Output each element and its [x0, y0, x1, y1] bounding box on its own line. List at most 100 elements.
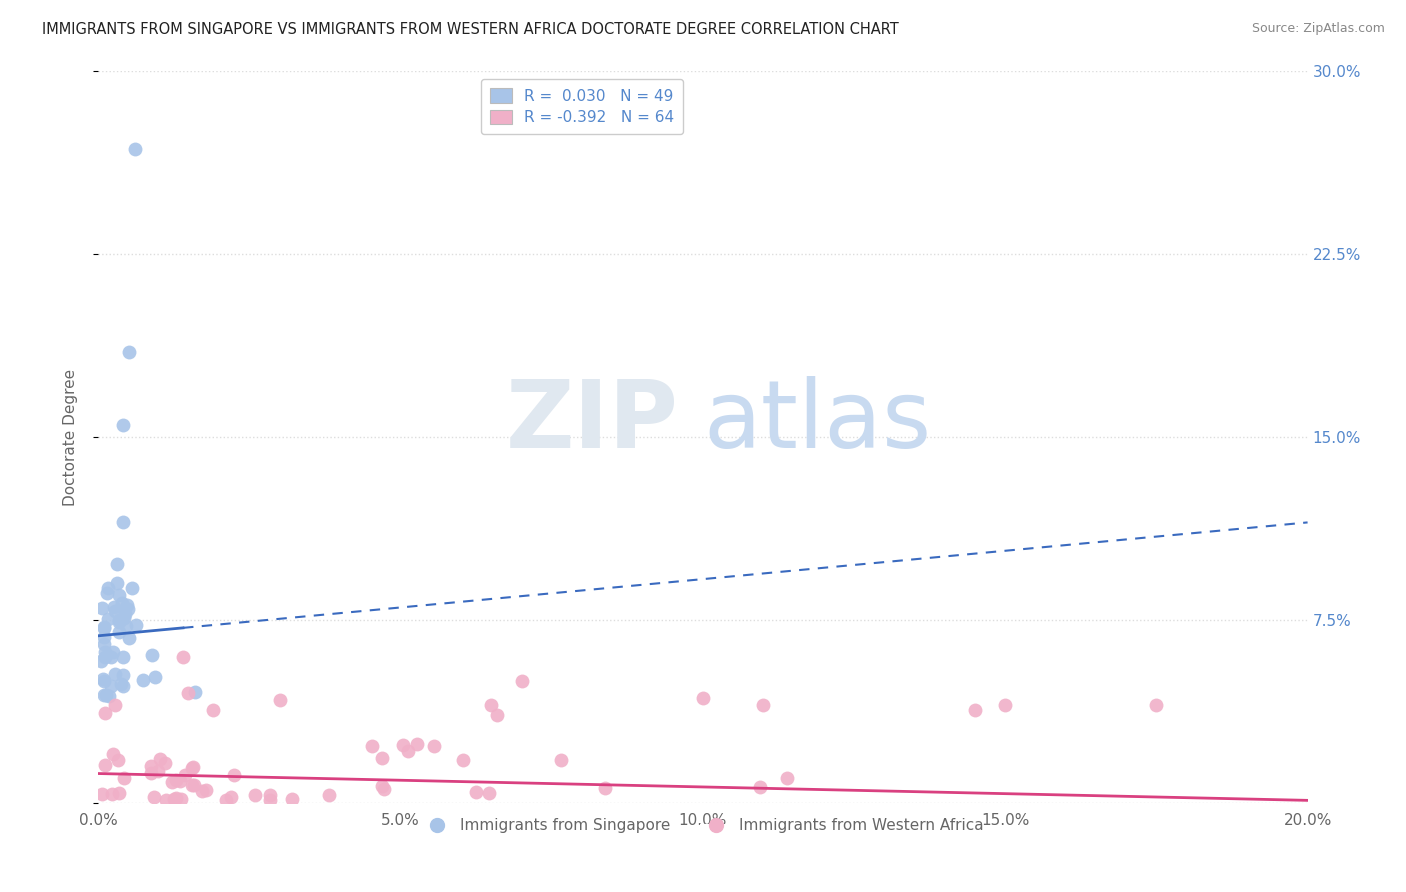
Point: [94, 645, 117, 659]
Point: [281, 792, 304, 806]
Point: [510, 673, 533, 688]
Point: [219, 789, 242, 804]
Point: [117, 602, 139, 616]
Point: [169, 773, 191, 788]
Point: [478, 786, 501, 800]
Point: [117, 599, 139, 613]
Point: [214, 793, 236, 807]
Point: [174, 768, 197, 782]
Point: [451, 753, 474, 767]
Point: [96, 586, 118, 600]
Point: [108, 786, 131, 800]
Point: [115, 619, 138, 633]
Point: [100, 649, 122, 664]
Point: [104, 667, 127, 681]
Point: [100, 787, 122, 801]
Point: [181, 760, 204, 774]
Point: [93, 620, 115, 634]
Point: [101, 645, 124, 659]
Point: [177, 686, 200, 700]
Point: [105, 557, 128, 571]
Point: [143, 670, 166, 684]
Text: Source: ZipAtlas.com: Source: ZipAtlas.com: [1251, 22, 1385, 36]
Point: [110, 677, 132, 691]
Point: [97, 612, 120, 626]
Point: [94, 649, 117, 664]
Point: [93, 637, 115, 651]
Point: [593, 781, 616, 796]
Point: [153, 756, 176, 771]
Point: [93, 673, 115, 688]
Text: IMMIGRANTS FROM SINGAPORE VS IMMIGRANTS FROM WESTERN AFRICA DOCTORATE DEGREE COR: IMMIGRANTS FROM SINGAPORE VS IMMIGRANTS …: [42, 22, 898, 37]
Point: [118, 344, 141, 359]
Point: [752, 698, 775, 713]
Point: [259, 788, 281, 802]
Point: [169, 792, 191, 806]
Point: [93, 621, 115, 635]
Point: [692, 690, 714, 705]
Point: [103, 599, 125, 614]
Point: [139, 766, 162, 780]
Point: [406, 738, 429, 752]
Point: [486, 707, 509, 722]
Point: [93, 688, 115, 702]
Point: [101, 747, 124, 762]
Point: [396, 744, 419, 758]
Point: [108, 625, 131, 640]
Point: [111, 668, 134, 682]
Point: [361, 739, 384, 753]
Point: [112, 679, 135, 693]
Point: [124, 142, 146, 156]
Point: [269, 693, 291, 707]
Point: [422, 739, 444, 754]
Point: [392, 738, 415, 752]
Point: [222, 767, 245, 781]
Point: [183, 778, 205, 792]
Point: [90, 654, 112, 668]
Point: [373, 781, 395, 796]
Point: [318, 788, 340, 802]
Text: ZIP: ZIP: [506, 376, 679, 468]
Point: [112, 771, 135, 785]
Point: [550, 754, 572, 768]
Point: [103, 698, 125, 713]
Point: [117, 631, 139, 645]
Point: [97, 689, 120, 703]
Point: [464, 785, 486, 799]
Point: [94, 688, 117, 702]
Point: [1144, 698, 1167, 713]
Point: [163, 792, 186, 806]
Point: [105, 576, 128, 591]
Point: [111, 516, 134, 530]
Point: [259, 793, 281, 807]
Point: [107, 588, 129, 602]
Point: [111, 417, 134, 432]
Point: [111, 596, 134, 610]
Point: [94, 706, 117, 720]
Point: [142, 790, 165, 805]
Point: [371, 750, 394, 764]
Point: [91, 673, 114, 687]
Point: [181, 778, 204, 792]
Point: [180, 760, 202, 774]
Point: [202, 703, 225, 717]
Point: [97, 581, 120, 595]
Point: [371, 780, 394, 794]
Point: [93, 630, 115, 644]
Point: [107, 753, 129, 767]
Point: [124, 617, 146, 632]
Point: [149, 752, 172, 766]
Point: [165, 772, 187, 787]
Point: [165, 791, 187, 805]
Point: [160, 775, 183, 789]
Point: [94, 758, 117, 772]
Point: [195, 783, 218, 797]
Point: [148, 764, 170, 778]
Point: [132, 673, 155, 687]
Point: [155, 793, 177, 807]
Point: [112, 611, 135, 625]
Point: [965, 703, 987, 717]
Point: [91, 601, 114, 615]
Point: [748, 780, 770, 795]
Point: [481, 698, 503, 713]
